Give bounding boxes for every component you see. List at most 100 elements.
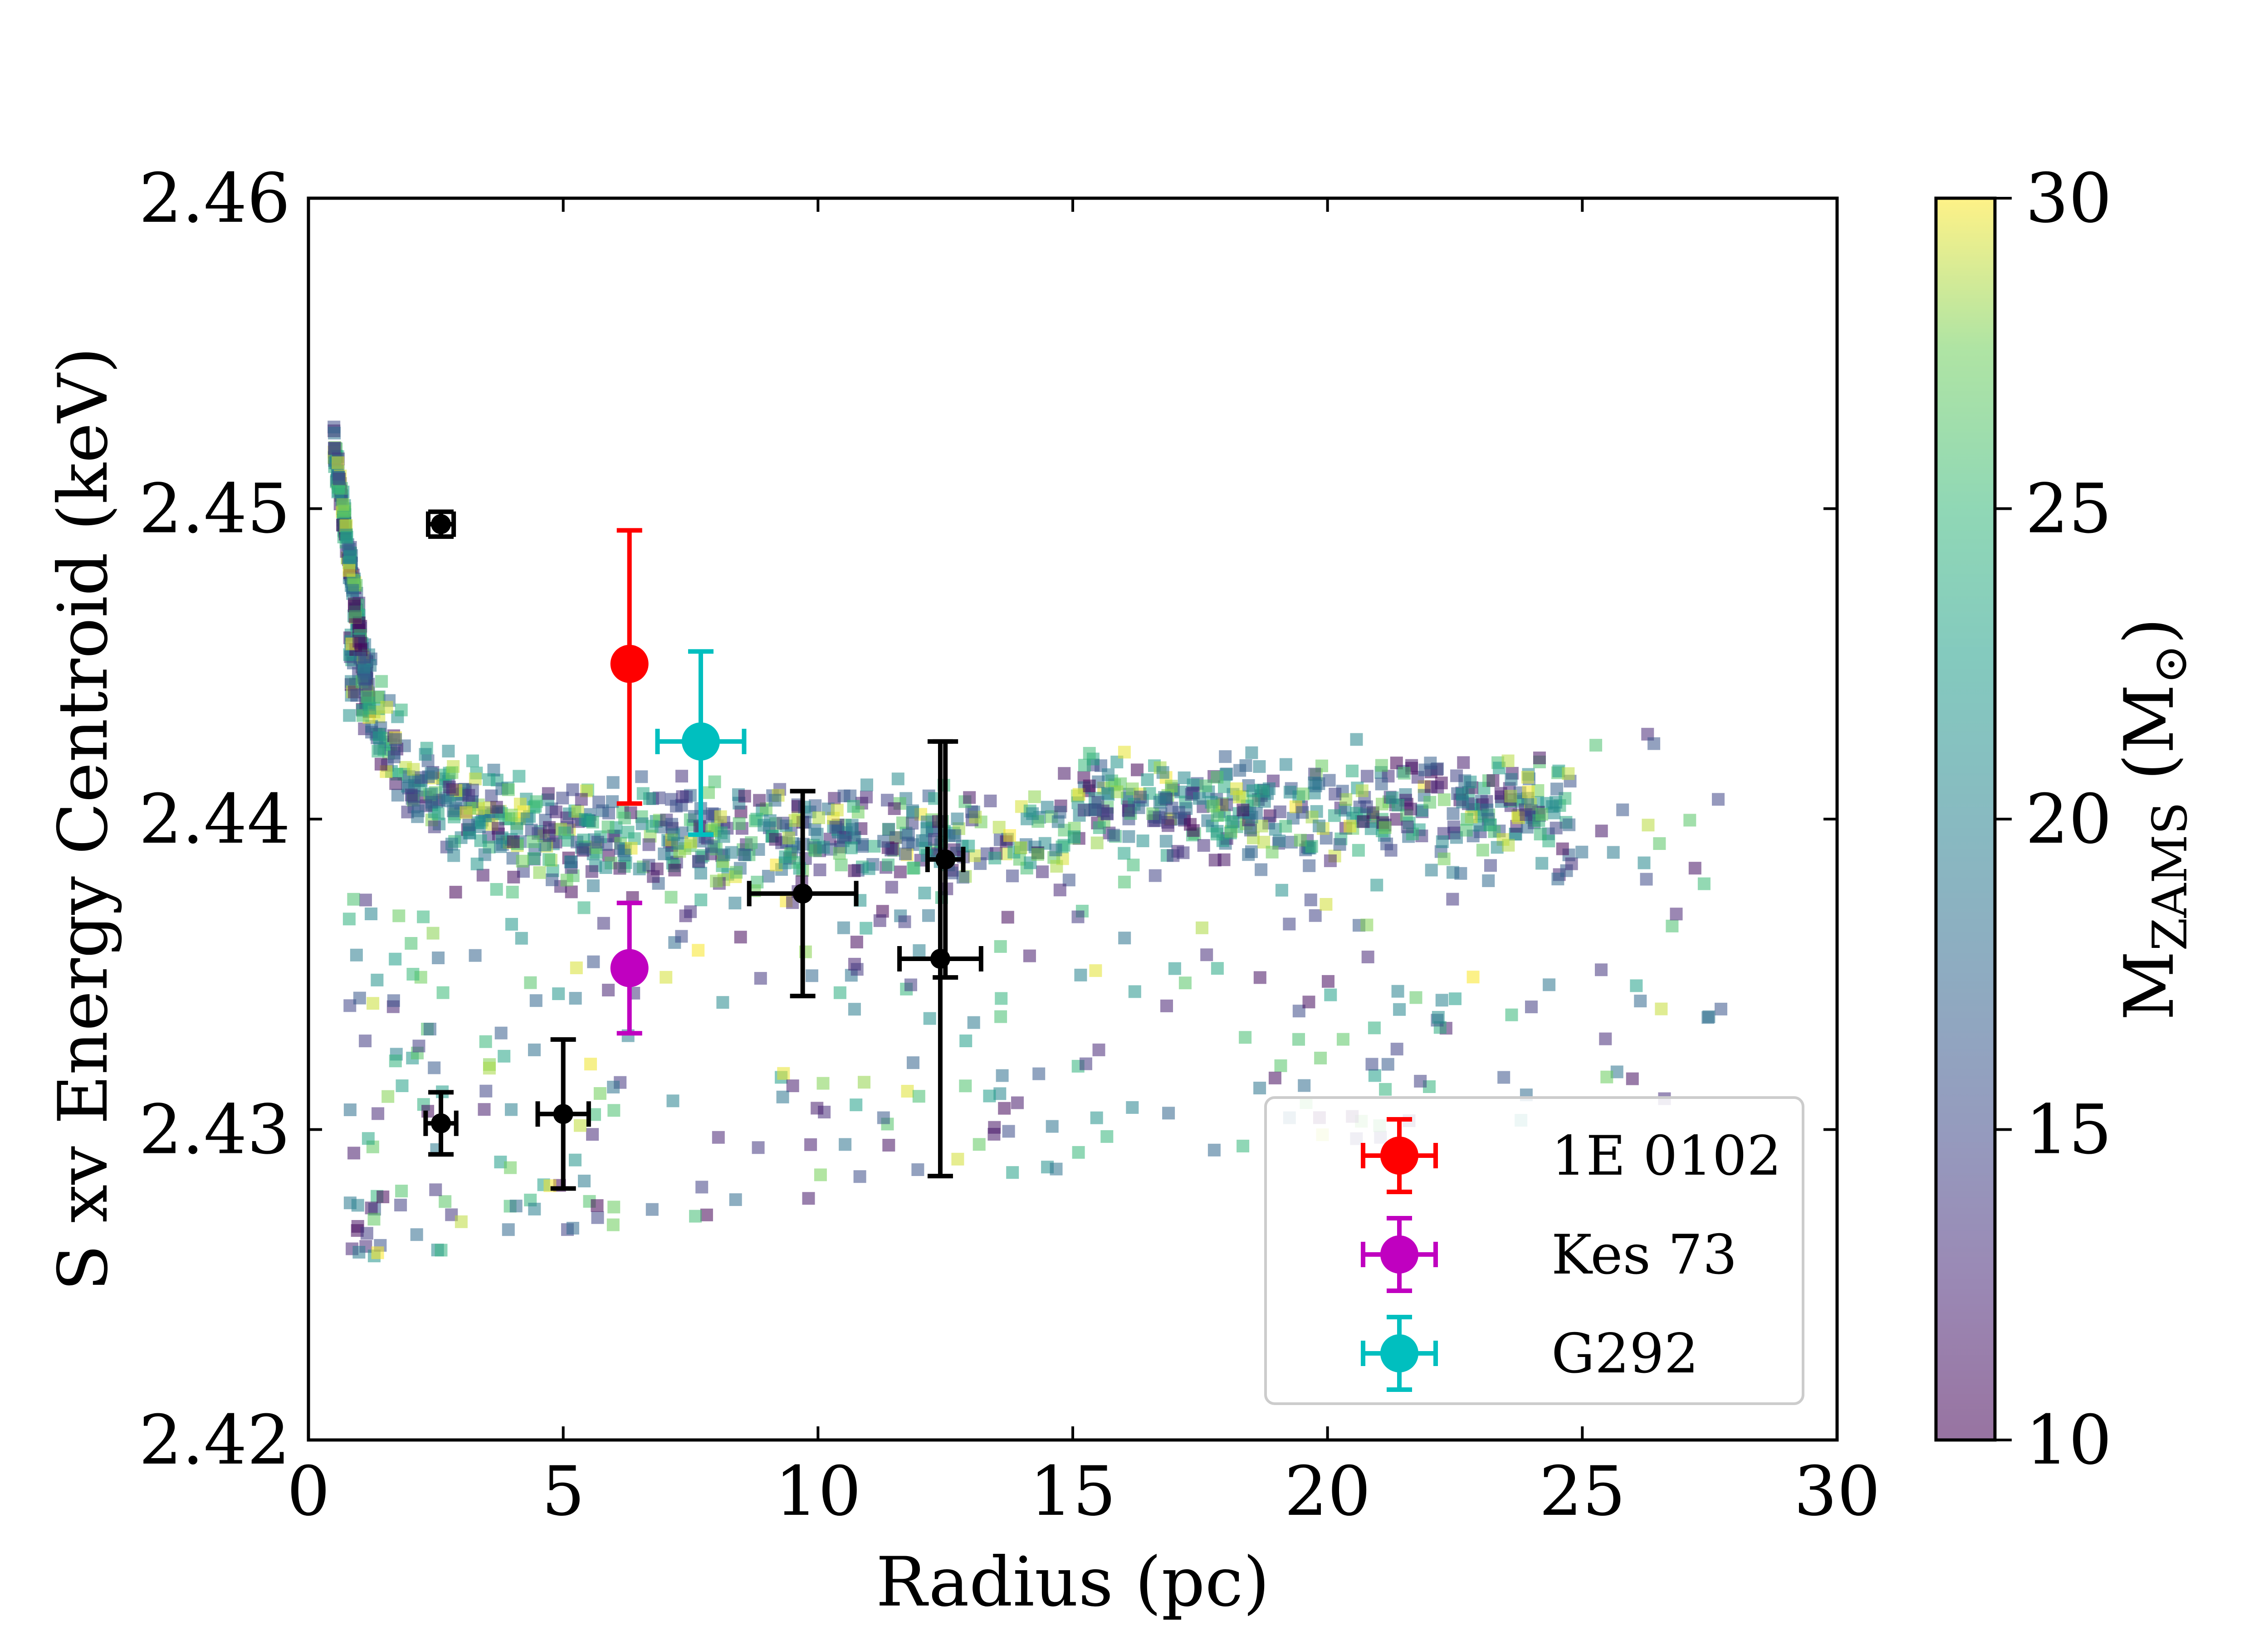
model-point	[1266, 845, 1279, 859]
model-point	[1534, 828, 1547, 840]
model-point	[431, 807, 445, 820]
model-point	[516, 854, 529, 868]
model-point	[899, 847, 912, 860]
model-point	[665, 891, 678, 904]
model-point	[1207, 800, 1220, 813]
data-point	[792, 883, 813, 904]
model-point	[850, 963, 864, 976]
model-point	[424, 1023, 436, 1035]
model-point	[505, 918, 518, 931]
model-point	[412, 1040, 425, 1053]
model-point	[587, 879, 600, 892]
model-point	[809, 799, 822, 812]
model-point	[1217, 853, 1231, 866]
model-point	[1543, 978, 1556, 991]
model-point	[1245, 746, 1258, 759]
model-point	[1049, 844, 1062, 856]
model-point	[848, 864, 861, 877]
model-point	[1562, 767, 1575, 780]
model-point	[405, 937, 418, 950]
x-axis: 0 5 10 15 20 25 30	[287, 198, 1880, 1531]
model-point	[1600, 1070, 1613, 1083]
model-point	[1409, 991, 1422, 1004]
model-point	[417, 910, 430, 923]
model-point	[660, 971, 673, 984]
model-point	[1437, 793, 1451, 806]
model-point	[802, 1192, 815, 1205]
model-point	[788, 814, 802, 827]
model-point	[405, 788, 418, 801]
model-point	[1323, 774, 1336, 787]
model-point	[1079, 1057, 1092, 1070]
model-point	[1599, 1032, 1612, 1045]
model-point	[439, 1195, 452, 1208]
model-point	[856, 838, 869, 851]
model-point	[920, 822, 934, 835]
model-point	[396, 1079, 409, 1092]
model-point	[1549, 821, 1563, 835]
model-point	[1360, 800, 1373, 813]
model-point	[1521, 771, 1534, 784]
x-axis-label: Radius (pc)	[876, 1543, 1270, 1622]
model-point	[1454, 867, 1467, 880]
model-point	[380, 701, 393, 714]
model-point	[1158, 791, 1171, 804]
model-point	[1378, 821, 1392, 834]
model-point	[533, 866, 546, 879]
model-point	[353, 652, 367, 665]
model-point	[1233, 791, 1246, 804]
y-tick-label: 2.46	[139, 159, 290, 238]
model-point	[389, 733, 402, 746]
model-point	[1168, 962, 1181, 975]
model-point	[1211, 962, 1224, 975]
model-point	[387, 750, 401, 763]
model-point	[951, 812, 964, 825]
model-point	[509, 1200, 523, 1213]
legend-entry: G292	[1361, 1315, 1699, 1392]
model-point	[1333, 838, 1346, 851]
model-point	[694, 893, 708, 907]
model-point	[1466, 971, 1480, 984]
model-point	[675, 930, 688, 943]
model-point	[469, 772, 482, 786]
model-point	[963, 791, 976, 804]
model-point	[432, 952, 445, 964]
model-point	[1642, 819, 1655, 832]
model-point	[365, 908, 378, 920]
model-point	[1068, 830, 1080, 843]
y-axis: 2.42 2.43 2.44 2.45 2.46	[139, 159, 1837, 1480]
model-point	[729, 1193, 742, 1206]
model-point	[1302, 996, 1315, 1009]
model-point	[782, 831, 795, 844]
model-point	[752, 1141, 765, 1154]
model-point	[332, 472, 346, 485]
model-point	[389, 777, 402, 790]
model-point	[1292, 1033, 1305, 1046]
model-point	[1616, 803, 1629, 816]
model-point	[1401, 820, 1414, 834]
model-point	[569, 1153, 582, 1166]
model-point	[1078, 759, 1091, 772]
model-point	[1032, 1067, 1046, 1080]
model-point	[505, 1103, 518, 1116]
model-point	[1361, 770, 1374, 783]
model-point	[850, 936, 863, 949]
model-point	[1072, 1146, 1085, 1159]
model-point	[754, 972, 767, 985]
model-point	[529, 994, 543, 1007]
model-point	[425, 796, 438, 809]
model-point	[1484, 859, 1497, 872]
model-point	[994, 940, 1007, 953]
model-point	[435, 1244, 448, 1257]
model-point	[1520, 808, 1533, 821]
model-point	[1350, 733, 1363, 746]
model-point	[806, 969, 818, 982]
model-point	[695, 1181, 709, 1194]
model-point	[817, 841, 830, 854]
model-point	[1245, 845, 1258, 858]
model-point	[1141, 773, 1154, 786]
model-point	[581, 814, 594, 827]
model-point	[549, 805, 562, 819]
model-point	[1090, 836, 1104, 849]
model-point	[1328, 809, 1341, 822]
